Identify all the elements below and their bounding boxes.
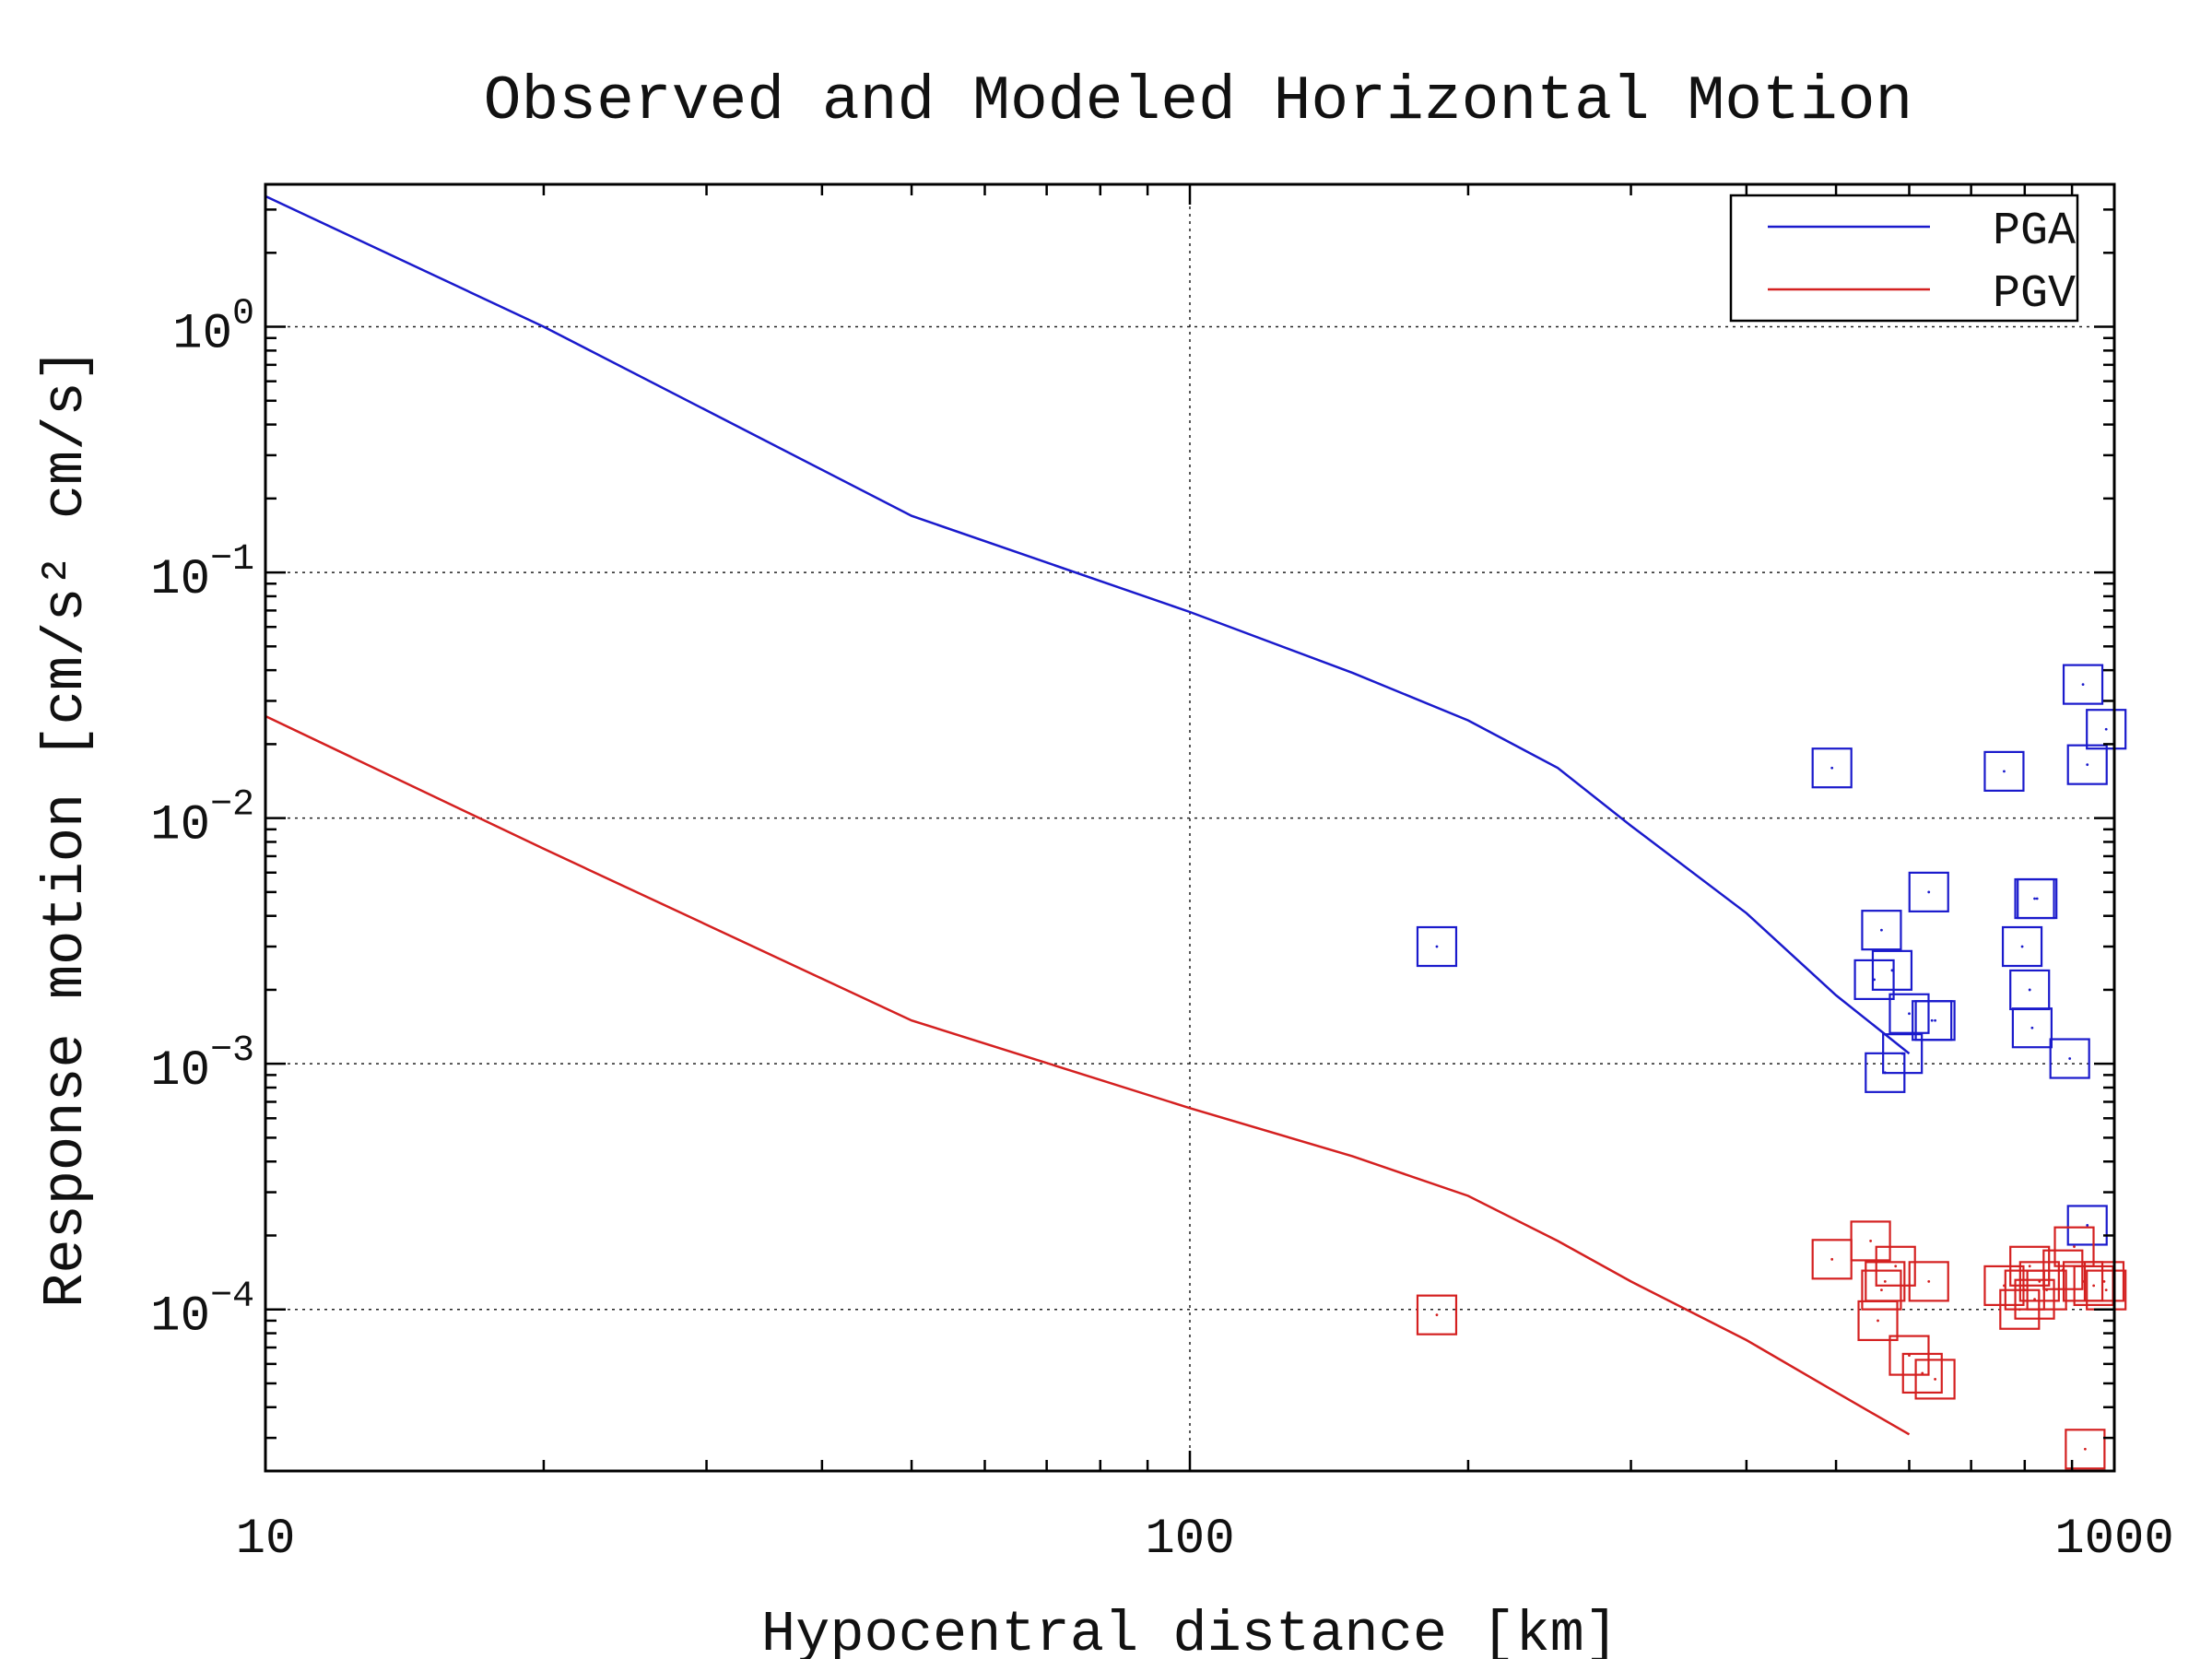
pgv-observed-marker — [2014, 1278, 2055, 1320]
pgv-observed-marker — [1865, 1261, 1906, 1302]
pga-observed-marker-dot — [2104, 727, 2108, 731]
pgv-observed-marker — [1908, 1261, 1949, 1302]
y-tick-label: 100 — [172, 294, 254, 363]
pga-observed-marker-dot — [1830, 766, 1834, 770]
pga-observed-marker-dot — [1930, 1018, 1934, 1022]
pga-observed-marker — [1882, 1033, 1924, 1075]
y-tick-label: 10−3 — [150, 1030, 254, 1100]
pga-observed-marker-dot — [1435, 945, 1439, 948]
pgv-observed-marker-dot — [1921, 1371, 1924, 1375]
pga-observed-marker — [2062, 664, 2104, 705]
pgv-observed-marker-dot — [2028, 1265, 2031, 1268]
pga-observed-marker-dot — [1880, 928, 1883, 932]
pgv-observed-marker — [2062, 1261, 2104, 1302]
pgv-observed-marker-dot — [1934, 1378, 1936, 1381]
pga-observed-marker-dot — [2030, 1026, 2034, 1030]
y-tick-label: 10−1 — [150, 539, 254, 608]
legend: PGA PGV — [1729, 194, 2079, 323]
pga-observed-marker — [1861, 910, 1902, 951]
y-tick-label: 10−2 — [150, 785, 254, 854]
pgv-observed-marker — [1914, 1359, 1956, 1400]
pgv-observed-marker — [1888, 1335, 1930, 1376]
pga-observed-marker — [1914, 1000, 1956, 1041]
pgv-observed-marker-dot — [2102, 1279, 2106, 1283]
y-tick-label: 10−4 — [150, 1277, 254, 1346]
pgv-observed-marker — [2065, 1429, 2106, 1470]
pgv-observed-marker — [1861, 1269, 1902, 1311]
x-tick-label: 100 — [1145, 1512, 1234, 1568]
pgv-observed-marker-dot — [1877, 1319, 1879, 1323]
pga-observed-marker-dot — [2086, 1224, 2089, 1227]
pgv-observed-marker — [2018, 1261, 2060, 1302]
pga-observed-marker-dot — [2020, 945, 2024, 948]
pgv-observed-marker-dot — [2104, 1288, 2108, 1292]
pgv-observed-marker-dot — [2038, 1279, 2041, 1283]
pga-observed-marker — [2017, 877, 2058, 920]
pga-observed-marker — [2066, 1205, 2108, 1246]
pgv-observed-marker-dot — [2073, 1245, 2076, 1249]
pga-observed-marker-dot — [1934, 1018, 1936, 1022]
pga-observed-marker — [2086, 709, 2127, 750]
pga-observed-marker — [1871, 949, 1913, 991]
pgv-observed-marker-dot — [1830, 1257, 1834, 1261]
pga-observed-marker-dot — [2003, 770, 2006, 773]
x-tick-label: 10 — [236, 1512, 296, 1568]
pga-observed-marker — [1908, 871, 1949, 912]
pga-observed-marker — [1853, 959, 1895, 1001]
pgv-observed-marker-dot — [2092, 1284, 2096, 1288]
x-axis-label: Hypocentral distance [km] — [761, 1602, 1618, 1659]
legend-label-pga: PGA — [1993, 206, 2076, 258]
series-line-pgv — [265, 714, 1911, 1436]
pgv-observed-marker-dot — [2081, 1279, 2085, 1283]
pgv-observed-marker — [2083, 1261, 2125, 1302]
y-axis-label: Response motion [cm/s² cm/s] — [33, 347, 99, 1308]
pgv-observed-marker — [2009, 1245, 2051, 1287]
pga-observed-marker — [2011, 1007, 2053, 1049]
pgv-observed-marker-dot — [1883, 1279, 1887, 1283]
series-line-pga — [265, 194, 1911, 1055]
x-tick-labels: 10 100 1000 — [236, 1512, 2174, 1568]
pga-observed-marker-dot — [1890, 969, 1894, 972]
pgv-observed-marker — [1901, 1352, 1943, 1394]
pgv-observed-marker — [1416, 1294, 1458, 1335]
minor-ticks — [264, 184, 2114, 1471]
pgv-observed-marker-dot — [1880, 1288, 1883, 1292]
pga-observed-marker-dot — [2028, 988, 2031, 992]
pga-observed-marker-dot — [1927, 890, 1931, 894]
y-tick-labels: 100 10−1 10−2 10−3 10−4 — [150, 294, 254, 1346]
pgv-observed-marker-dot — [1869, 1240, 1873, 1242]
legend-label-pgv: PGV — [1993, 268, 2076, 321]
pgv-observed-marker-dot — [1435, 1313, 1439, 1317]
pga-observed-marker — [2001, 925, 2043, 968]
data-markers — [1416, 664, 2127, 1470]
pgv-observed-marker-dot — [2083, 1447, 2087, 1451]
pga-observed-marker-dot — [2068, 1057, 2072, 1060]
x-tick-label: 1000 — [2054, 1512, 2174, 1568]
pga-observed-marker — [1888, 993, 1930, 1034]
pga-observed-marker-dot — [1900, 1052, 1904, 1055]
pgv-observed-marker-dot — [2023, 1288, 2027, 1292]
pga-observed-marker — [1983, 750, 2025, 792]
pgv-observed-marker-dot — [1927, 1279, 1931, 1283]
pga-observed-marker-dot — [2033, 897, 2036, 900]
pga-observed-marker — [1811, 747, 1853, 789]
pga-observed-marker — [1416, 925, 1458, 968]
pgv-observed-marker-dot — [1894, 1265, 1898, 1268]
pga-observed-marker-dot — [2035, 897, 2039, 900]
pgv-observed-marker — [1875, 1245, 1916, 1287]
grid — [265, 184, 2114, 1471]
data-lines — [265, 194, 1911, 1436]
chart-title: Observed and Modeled Horizontal Motion — [484, 66, 1913, 137]
pgv-observed-marker — [1850, 1220, 1891, 1262]
pga-observed-marker — [2049, 1038, 2090, 1079]
legend-box — [1729, 194, 2079, 323]
pga-observed-marker-dot — [2086, 763, 2089, 767]
pga-observed-marker-dot — [1908, 1012, 1911, 1016]
pga-observed-marker-dot — [2081, 683, 2085, 687]
